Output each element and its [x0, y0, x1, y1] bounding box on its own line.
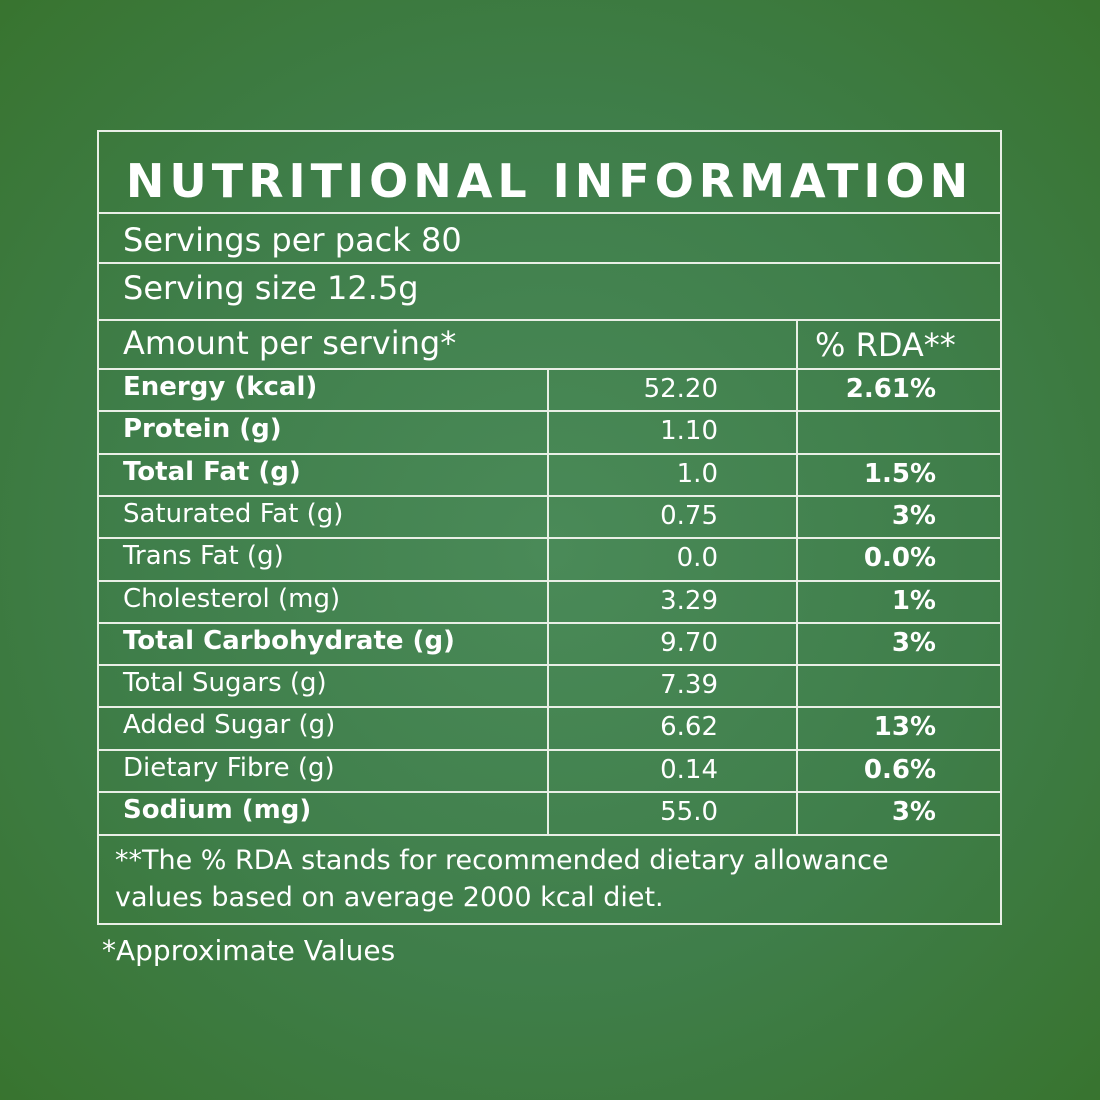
row-divider	[99, 579, 1000, 582]
nutrient-rda: 1%	[891, 585, 936, 616]
nutrient-name: Total Fat (g)	[123, 456, 301, 487]
amount-per-serving-header: Amount per serving*	[123, 324, 457, 362]
nutrient-rda: 2.61%	[845, 374, 936, 404]
nutrient-name: Sodium (mg)	[123, 795, 312, 825]
nutrient-value: 3.29	[660, 585, 718, 616]
nutrient-value: 1.0	[676, 458, 718, 489]
row-divider	[99, 494, 1000, 497]
nutrient-name: Cholesterol (mg)	[123, 583, 341, 614]
row-divider	[99, 706, 1000, 709]
divider	[99, 319, 1000, 321]
row-divider	[99, 368, 1000, 370]
nutrient-rda: 0.0%	[863, 543, 936, 574]
serving-size: Serving size 12.5g	[123, 269, 419, 307]
nutrient-name: Protein (g)	[123, 414, 282, 445]
nutrient-name: Saturated Fat (g)	[123, 498, 344, 529]
nutrient-value: 0.14	[660, 754, 718, 785]
servings-per-pack: Servings per pack 80	[123, 221, 462, 259]
nutrient-value: 0.75	[660, 500, 718, 531]
row-divider	[99, 621, 1000, 624]
column-divider	[796, 319, 798, 834]
nutrient-value: 55.0	[660, 797, 718, 827]
nutrient-value: 1.10	[660, 416, 718, 447]
approximate-values-note: *Approximate Values	[102, 934, 396, 967]
row-divider	[99, 537, 1000, 540]
nutrient-rda: 1.5%	[863, 458, 936, 489]
nutrient-name: Dietary Fibre (g)	[123, 752, 335, 783]
rda-header: % RDA**	[815, 326, 956, 364]
row-divider	[99, 748, 1000, 751]
nutrient-value: 0.0	[676, 543, 718, 574]
nutrient-rda: 3%	[891, 627, 936, 658]
nutrient-name: Energy (kcal)	[123, 372, 318, 402]
nutrition-panel: NUTRITIONAL INFORMATION Servings per pac…	[97, 130, 1002, 925]
row-divider	[99, 791, 1000, 793]
divider	[99, 834, 1000, 836]
row-divider	[99, 452, 1000, 455]
nutrient-name: Added Sugar (g)	[123, 710, 336, 741]
nutrient-rda: 0.6%	[863, 754, 936, 785]
nutrient-rda: 3%	[891, 797, 936, 827]
footnote-line-2: values based on average 2000 kcal diet.	[115, 882, 664, 913]
nutrient-value: 7.39	[660, 670, 718, 701]
nutrient-value: 6.62	[660, 712, 718, 743]
nutrient-name: Total Sugars (g)	[123, 668, 327, 699]
column-divider	[547, 368, 549, 834]
row-divider	[99, 410, 1000, 413]
nutrient-value: 52.20	[643, 374, 718, 404]
nutrient-rda: 3%	[891, 500, 936, 531]
footnote-line-1: **The % RDA stands for recommended dieta…	[115, 845, 889, 876]
nutrient-name: Trans Fat (g)	[123, 541, 284, 572]
divider	[99, 212, 1000, 214]
nutrient-rda: 13%	[873, 712, 936, 743]
row-divider	[99, 664, 1000, 667]
nutrient-value: 9.70	[660, 627, 718, 658]
panel-title: NUTRITIONAL INFORMATION	[125, 154, 974, 208]
nutrient-name: Total Carbohydrate (g)	[123, 625, 455, 656]
divider	[99, 262, 1000, 264]
